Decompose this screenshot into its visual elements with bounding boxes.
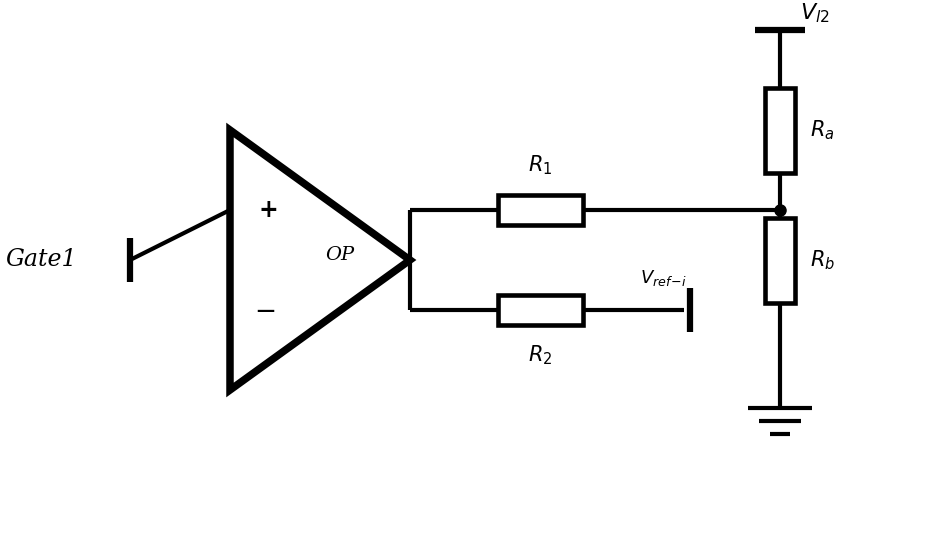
- Bar: [765, 87, 795, 172]
- Bar: [497, 295, 583, 325]
- Bar: [765, 218, 795, 302]
- Text: $V_{l2}$: $V_{l2}$: [800, 2, 830, 25]
- Text: $R_a$: $R_a$: [810, 118, 834, 142]
- Text: $R_1$: $R_1$: [528, 153, 552, 177]
- Bar: [497, 195, 583, 225]
- Text: $R_2$: $R_2$: [528, 343, 552, 367]
- Text: $V_{ref\!-\!i}$: $V_{ref\!-\!i}$: [640, 268, 686, 288]
- Text: +: +: [258, 198, 277, 222]
- Polygon shape: [230, 130, 410, 390]
- Text: OP: OP: [326, 246, 355, 264]
- Text: Gate1: Gate1: [5, 248, 76, 272]
- Text: $-$: $-$: [254, 297, 276, 323]
- Text: $R_b$: $R_b$: [810, 248, 835, 272]
